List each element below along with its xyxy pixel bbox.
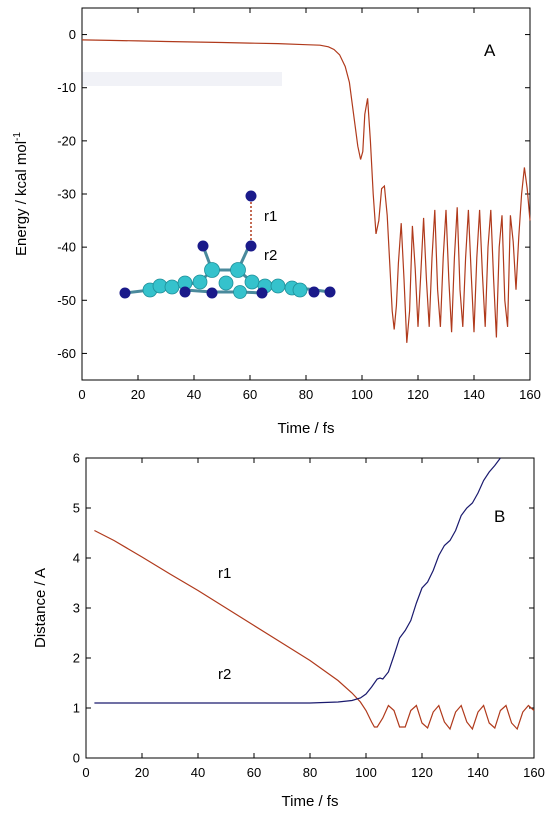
y-tick-label-b-2: 2 [73,651,80,666]
y-tick-label-b-3: 3 [73,601,80,616]
x-tick-label-a-0: 0 [78,387,85,402]
y-tick-label-b-0: 0 [73,751,80,766]
r1-annotation-b: r1 [218,565,231,582]
x-tick-label-a-4: 80 [299,387,313,402]
x-tick-label-a-2: 40 [187,387,201,402]
x-tick-label-a-8: 160 [519,387,541,402]
y-tick-label-a-3: -30 [57,187,76,202]
r1-series-line [94,529,535,731]
x-axis-title-b: Time / fs [282,793,339,810]
x-tick-label-b-0: 0 [82,765,89,780]
y-axis-ticks-a: 0 -10 -20 -30 -40 -50 -60 [57,27,530,361]
r2-annotation-a: r2 [264,247,277,264]
distance-chart: 0 20 40 60 80 100 120 140 160 0 1 2 3 4 5 6 r1 r2 B Ti… [32,451,545,811]
x-tick-label-b-2: 40 [191,765,205,780]
y-tick-label-b-6: 6 [73,451,80,466]
y-tick-label-a-1: -10 [57,80,76,95]
energy-chart: 0 20 40 60 80 100 120 140 160 0 -10 -20 -30 -40 -50 -6… [12,7,541,437]
x-tick-label-a-6: 120 [407,387,429,402]
molecule-carbon-atoms [142,262,308,299]
panel-label-a: A [484,41,496,60]
energy-series-line [81,39,531,343]
x-tick-label-b-5: 100 [355,765,377,780]
x-axis-title-a: Time / fs [278,420,335,437]
x-tick-label-b-1: 20 [135,765,149,780]
x-tick-label-a-7: 140 [463,387,485,402]
x-axis-ticks-b: 0 20 40 60 80 100 120 140 160 [82,458,545,780]
y-tick-label-b-1: 1 [73,701,80,716]
y-tick-label-a-4: -40 [57,240,76,255]
panel-label-b: B [494,507,505,526]
y-tick-label-a-6: -60 [57,346,76,361]
y-tick-label-b-4: 4 [73,551,80,566]
y-tick-label-a-2: -20 [57,133,76,148]
y-tick-label-a-5: -50 [57,293,76,308]
r2-series-line [94,457,501,704]
y-tick-label-a-0: 0 [69,27,76,42]
y-axis-title-a-superscript: -1 [12,132,23,141]
y-tick-label-b-5: 5 [73,501,80,516]
r1-annotation-a: r1 [264,208,277,225]
y-axis-title-b: Distance / A [32,568,49,648]
x-tick-label-a-5: 100 [351,387,373,402]
x-tick-label-b-6: 120 [411,765,433,780]
y-axis-ticks-b: 0 1 2 3 4 5 6 [73,451,534,766]
x-tick-label-b-4: 80 [303,765,317,780]
y-axis-title-a-main: Energy / kcal mol [13,141,30,256]
molecule-nitrogen-atoms [119,190,336,299]
x-tick-label-b-7: 140 [467,765,489,780]
x-tick-label-a-1: 20 [131,387,145,402]
x-tick-label-a-3: 60 [243,387,257,402]
x-axis-ticks-a: 0 20 40 60 80 100 120 140 160 [78,8,541,402]
y-axis-title-a: Energy / kcal mol-1 [12,132,30,256]
x-tick-label-b-3: 60 [247,765,261,780]
x-tick-label-b-8: 160 [523,765,545,780]
molecule-inset [119,190,336,299]
plot-frame-b [85,457,535,759]
r2-annotation-b: r2 [218,666,231,683]
background-ghost-band [82,72,282,86]
